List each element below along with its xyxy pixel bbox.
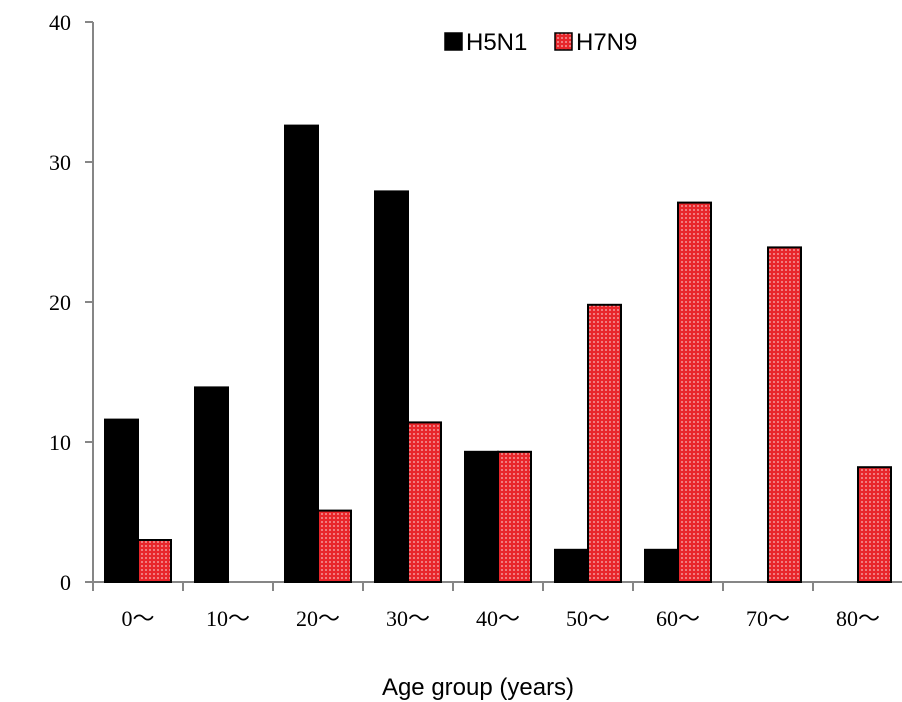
y-tick-label: 40 bbox=[49, 10, 71, 35]
bars bbox=[104, 124, 892, 584]
bar-h5n1-4 bbox=[464, 450, 499, 583]
x-tick-label: 10～ bbox=[206, 606, 250, 631]
bar-h5n1-0 bbox=[104, 418, 139, 583]
bar-h7n9-6 bbox=[677, 201, 712, 583]
legend-swatch-h7n9 bbox=[554, 32, 573, 51]
bar-h5n1-2 bbox=[284, 124, 319, 583]
bar-h5n1-6 bbox=[644, 548, 679, 583]
bar-h7n9-0 bbox=[137, 539, 172, 583]
x-tick-label: 0～ bbox=[121, 606, 154, 631]
x-tick-label: 60～ bbox=[656, 606, 700, 631]
bar-h7n9-3 bbox=[407, 421, 442, 583]
bar-h7n9-4 bbox=[497, 450, 532, 583]
y-tick-label: 20 bbox=[49, 290, 71, 315]
legend-label-h7n9: H7N9 bbox=[576, 29, 637, 56]
bar-h5n1-3 bbox=[374, 190, 409, 583]
legend-swatch-h5n1 bbox=[444, 32, 463, 51]
x-tick-label: 80～ bbox=[836, 606, 880, 631]
x-tick-label: 30～ bbox=[386, 606, 430, 631]
bar-h7n9-2 bbox=[317, 509, 352, 584]
tick-labels: 0 10 20 30 40 0～ 10～ 20～ 30～ 40～ 50～ 60～ 70～ 80～ bbox=[49, 10, 880, 631]
x-tick-label: 50～ bbox=[566, 606, 610, 631]
y-tick-label: 10 bbox=[49, 430, 71, 455]
bar-h5n1-1 bbox=[194, 386, 229, 583]
x-axis-title: Age group (years) bbox=[382, 674, 574, 701]
x-tick-label: 20～ bbox=[296, 606, 340, 631]
bar-h7n9-8 bbox=[857, 466, 892, 584]
legend-label-h5n1: H5N1 bbox=[466, 29, 527, 56]
x-tick-label: 70～ bbox=[746, 606, 790, 631]
bar-h7n9-5 bbox=[587, 303, 622, 583]
x-tick-label: 40～ bbox=[476, 606, 520, 631]
bar-h7n9-7 bbox=[767, 246, 802, 583]
y-tick-label: 0 bbox=[60, 570, 71, 595]
y-tick-label: 30 bbox=[49, 150, 71, 175]
bar-h5n1-5 bbox=[554, 548, 589, 583]
legend: H5N1 H7N9 bbox=[444, 29, 637, 56]
